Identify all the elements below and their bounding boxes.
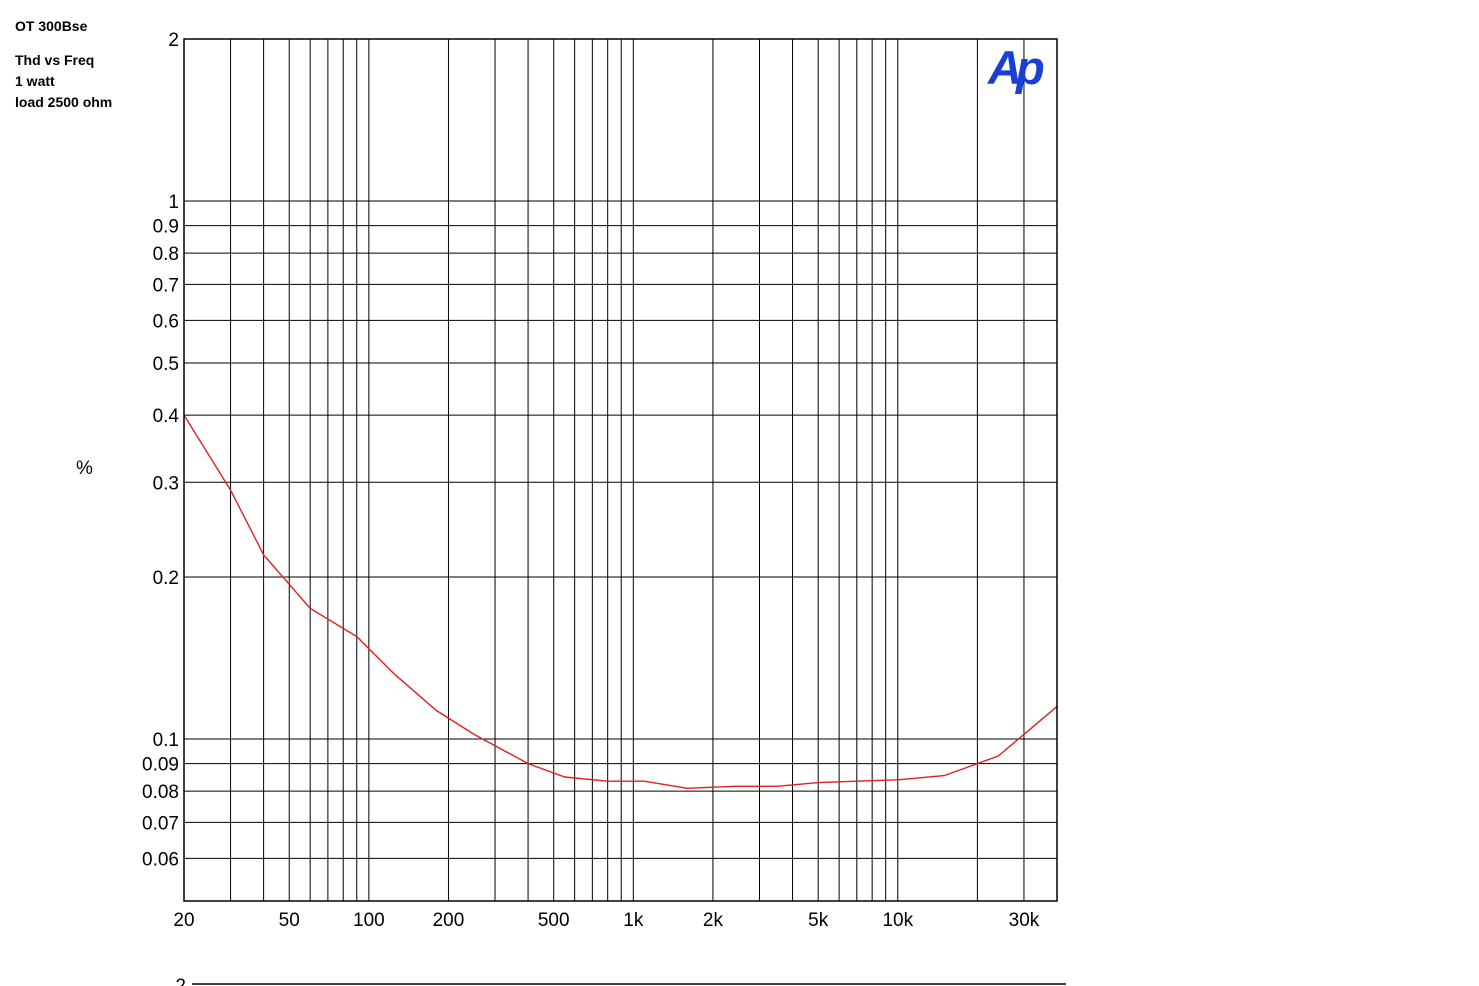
- x-tick-label: 20: [173, 910, 194, 931]
- x-tick-label: 200: [433, 910, 465, 931]
- y-tick-label: 1: [168, 192, 179, 213]
- chart-title-block: OT 300Bse Thd vs Freq 1 watt load 2500 o…: [15, 16, 112, 113]
- chart-subtitle-line-3: load 2500 ohm: [15, 94, 113, 110]
- second-chart-tick-label: 2: [175, 976, 186, 986]
- y-tick-label: 0.07: [142, 813, 179, 834]
- grid: [184, 39, 1057, 901]
- y-tick-label: 0.09: [142, 755, 179, 776]
- y-tick-label: 0.6: [153, 311, 179, 332]
- x-tick-label: 1k: [623, 910, 644, 931]
- x-tick-label: 10k: [882, 910, 913, 931]
- y-tick-label: 0.1: [153, 730, 179, 751]
- ap-logo-text: Ap: [987, 41, 1044, 94]
- thd-series-line: [184, 414, 1057, 790]
- y-tick-labels: 2 1 0.9 0.8 0.7 0.6 0.5 0.4 0.3 0.2 0.1 0.09 0.08 0.0…: [142, 30, 179, 870]
- y-tick-label: 0.2: [153, 568, 179, 589]
- series-layer: [184, 414, 1057, 790]
- plot-frame: [183, 38, 1058, 902]
- y-tick-label: 0.4: [153, 406, 180, 427]
- y-tick-label: 0.3: [153, 473, 179, 494]
- y-tick-label: 0.8: [153, 244, 179, 265]
- x-tick-labels: 20 50 100 200 500 1k 2k 5k 10k 30k: [173, 910, 1039, 931]
- x-tick-label: 100: [353, 910, 385, 931]
- x-tick-label: 5k: [808, 910, 829, 931]
- second-chart-stub: 2: [175, 976, 1066, 986]
- y-tick-label: 0.9: [153, 217, 179, 238]
- y-tick-label: 2: [168, 30, 179, 51]
- y-tick-label: 0.08: [142, 782, 179, 803]
- x-tick-label: 30k: [1009, 910, 1040, 931]
- y-tick-label: 0.7: [153, 275, 179, 296]
- x-tick-label: 50: [279, 910, 300, 931]
- y-tick-label: 0.06: [142, 849, 179, 870]
- y-axis-unit-label: %: [76, 458, 93, 479]
- chart-title: OT 300Bse: [15, 18, 88, 34]
- y-tick-label: 0.5: [153, 354, 179, 375]
- chart-subtitle-line-2: 1 watt: [15, 73, 55, 89]
- x-tick-label: 500: [538, 910, 570, 931]
- chart-subtitle-line-1: Thd vs Freq: [15, 52, 95, 68]
- ap-logo: Ap: [987, 41, 1050, 94]
- x-tick-label: 2k: [703, 910, 724, 931]
